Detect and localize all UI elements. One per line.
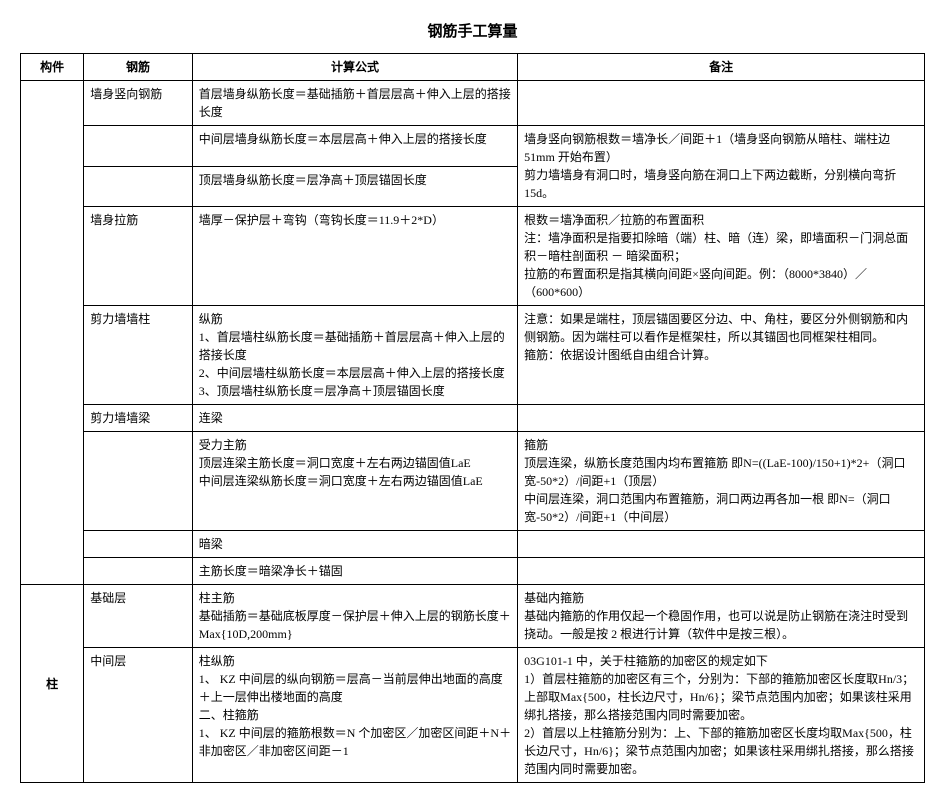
formula-cell: 受力主筋顶层连梁主筋长度＝洞口宽度＋左右两边锚固值LaE中间层连梁纵筋长度＝洞口… [192,432,517,531]
table-row: 剪力墙墙柱纵筋1、首层墙柱纵筋长度＝基础插筋＋首层层高＋伸入上层的搭接长度2、中… [21,306,925,405]
remark-cell: 箍筋顶层连梁，纵筋长度范围内均布置箍筋 即N=((LaE-100)/150+1)… [518,432,925,531]
th-formula: 计算公式 [192,54,517,81]
remark-cell [518,405,925,432]
table-row: 受力主筋顶层连梁主筋长度＝洞口宽度＋左右两边锚固值LaE中间层连梁纵筋长度＝洞口… [21,432,925,531]
rebar-cell: 墙身竖向钢筋 [84,81,192,126]
remark-cell: 根数＝墙净面积／拉筋的布置面积注：墙净面积是指要扣除暗（端）柱、暗（连）梁，即墙… [518,207,925,306]
table-body: 墙身竖向钢筋首层墙身纵筋长度＝基础插筋＋首层层高＋伸入上层的搭接长度中间层墙身纵… [21,81,925,783]
component-cell: 柱 [21,585,84,783]
formula-cell: 墙厚－保护层＋弯钩（弯钩长度＝11.9＋2*D） [192,207,517,306]
remark-cell [518,558,925,585]
table-row: 墙身竖向钢筋首层墙身纵筋长度＝基础插筋＋首层层高＋伸入上层的搭接长度 [21,81,925,126]
th-remark: 备注 [518,54,925,81]
table-row: 柱基础层柱主筋基础插筋＝基础底板厚度－保护层＋伸入上层的钢筋长度＋Max{10D… [21,585,925,648]
rebar-cell [84,126,192,167]
formula-cell: 暗梁 [192,531,517,558]
component-cell [21,81,84,585]
calc-table: 构件 钢筋 计算公式 备注 墙身竖向钢筋首层墙身纵筋长度＝基础插筋＋首层层高＋伸… [20,53,925,783]
rebar-cell: 剪力墙墙梁 [84,405,192,432]
remark-cell: 基础内箍筋基础内箍筋的作用仅起一个稳固作用，也可以说是防止钢筋在浇注时受到挠动。… [518,585,925,648]
table-header-row: 构件 钢筋 计算公式 备注 [21,54,925,81]
formula-cell: 柱主筋基础插筋＝基础底板厚度－保护层＋伸入上层的钢筋长度＋Max{10D,200… [192,585,517,648]
th-component: 构件 [21,54,84,81]
remark-cell [518,81,925,126]
formula-cell: 连梁 [192,405,517,432]
formula-cell: 首层墙身纵筋长度＝基础插筋＋首层层高＋伸入上层的搭接长度 [192,81,517,126]
rebar-cell: 剪力墙墙柱 [84,306,192,405]
rebar-cell: 墙身拉筋 [84,207,192,306]
table-row: 墙身拉筋墙厚－保护层＋弯钩（弯钩长度＝11.9＋2*D）根数＝墙净面积／拉筋的布… [21,207,925,306]
formula-cell: 主筋长度＝暗梁净长＋锚固 [192,558,517,585]
rebar-cell [84,432,192,531]
rebar-cell [84,166,192,207]
table-row: 主筋长度＝暗梁净长＋锚固 [21,558,925,585]
remark-cell: 墙身竖向钢筋根数＝墙净长／间距＋1（墙身竖向钢筋从暗柱、端柱边 51mm 开始布… [518,126,925,207]
table-row: 暗梁 [21,531,925,558]
rebar-cell: 基础层 [84,585,192,648]
table-row: 中间层墙身纵筋长度＝本层层高＋伸入上层的搭接长度墙身竖向钢筋根数＝墙净长／间距＋… [21,126,925,167]
formula-cell: 顶层墙身纵筋长度＝层净高＋顶层锚固长度 [192,166,517,207]
rebar-cell [84,531,192,558]
table-row: 剪力墙墙梁连梁 [21,405,925,432]
formula-cell: 纵筋1、首层墙柱纵筋长度＝基础插筋＋首层层高＋伸入上层的搭接长度2、中间层墙柱纵… [192,306,517,405]
th-rebar: 钢筋 [84,54,192,81]
page-title: 钢筋手工算量 [20,20,925,41]
formula-cell: 中间层墙身纵筋长度＝本层层高＋伸入上层的搭接长度 [192,126,517,167]
rebar-cell [84,558,192,585]
remark-cell [518,531,925,558]
remark-cell: 注意：如果是端柱，顶层锚固要区分边、中、角柱，要区分外侧钢筋和内侧钢筋。因为端柱… [518,306,925,405]
